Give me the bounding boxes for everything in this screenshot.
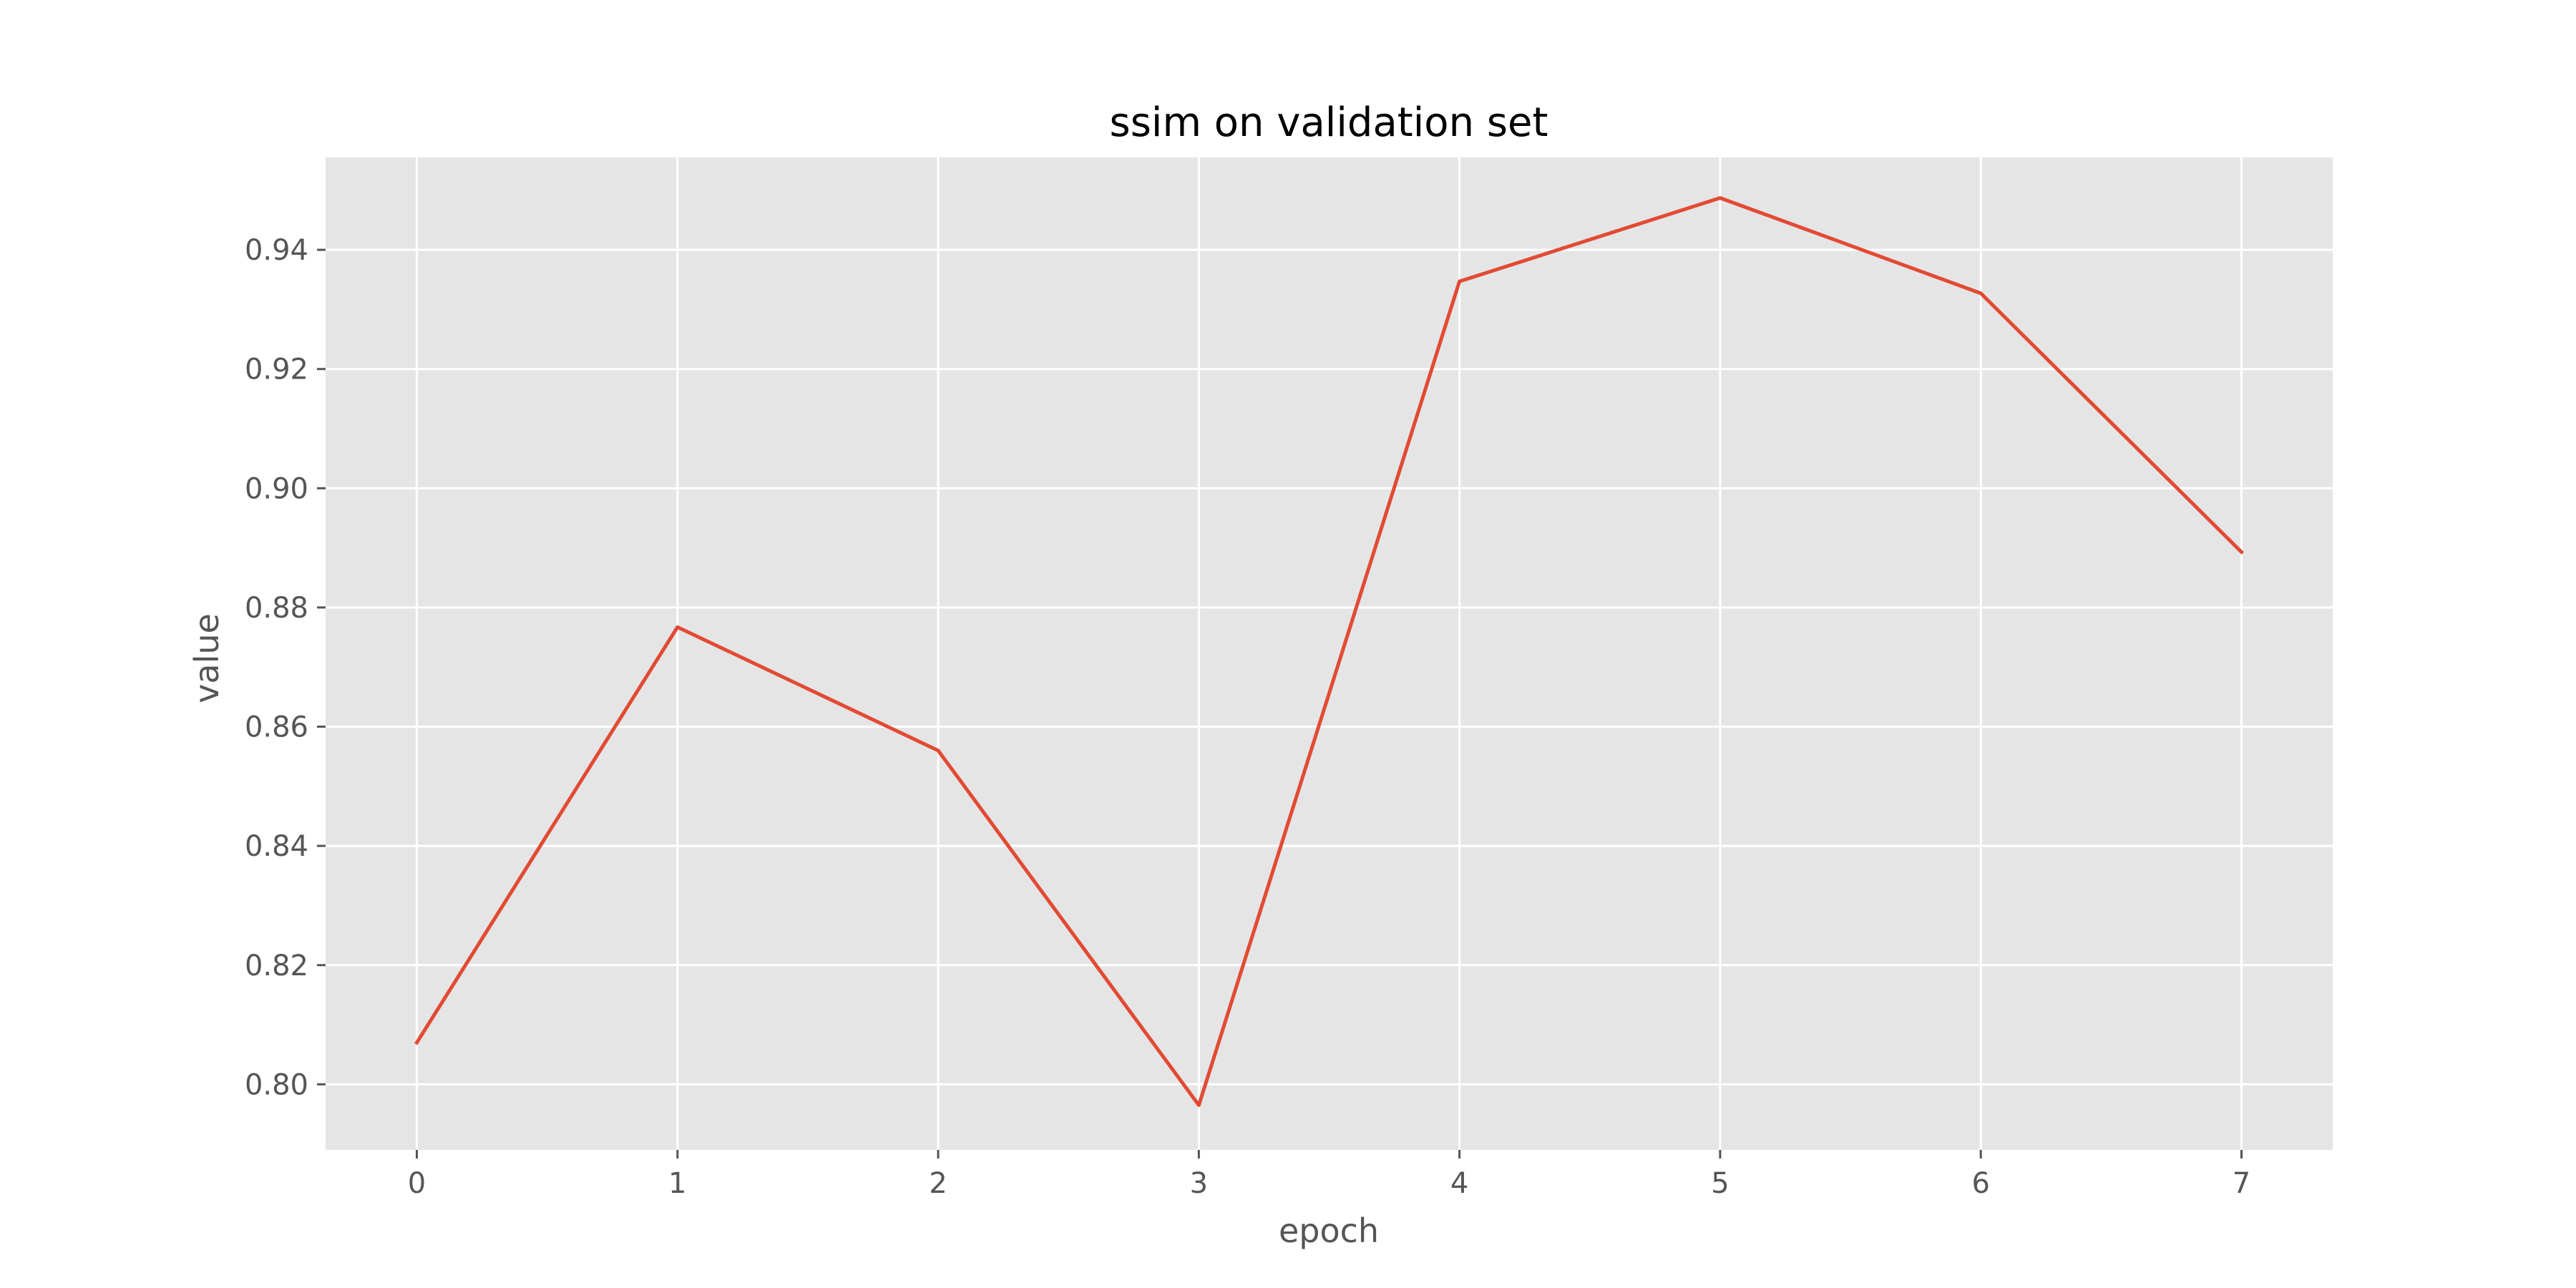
y-tick-label: 0.90 xyxy=(245,472,308,505)
y-tick-label: 0.82 xyxy=(245,950,308,982)
series-group xyxy=(414,196,2245,1107)
y-tick-label: 0.92 xyxy=(245,353,308,386)
x-tick-label: 2 xyxy=(929,1167,947,1200)
x-tick-label: 7 xyxy=(2233,1167,2250,1200)
y-axis-ticks: 0.80 0.82 0.84 0.86 0.88 0.90 0.92 0.94 xyxy=(245,234,326,1101)
y-tick-label: 0.86 xyxy=(245,711,308,744)
y-axis-label: value xyxy=(187,613,226,703)
y-gridlines xyxy=(326,248,2333,1085)
plot-area xyxy=(326,157,2333,1150)
y-tick-label: 0.88 xyxy=(245,592,308,625)
y-tick-label: 0.80 xyxy=(245,1068,308,1101)
chart-title: ssim on validation set xyxy=(1110,99,1548,146)
x-tick-label: 1 xyxy=(668,1167,686,1200)
x-tick-label: 6 xyxy=(1971,1167,1989,1200)
x-tick-label: 4 xyxy=(1450,1167,1468,1200)
x-gridlines xyxy=(416,157,2243,1150)
y-tick-label: 0.94 xyxy=(245,234,308,267)
x-axis-label: epoch xyxy=(1279,1211,1379,1250)
x-axis-ticks: 0 1 2 3 4 5 6 7 xyxy=(408,1150,2250,1200)
series-line xyxy=(414,196,2245,1107)
x-tick-label: 5 xyxy=(1711,1167,1729,1200)
x-tick-label: 0 xyxy=(408,1167,426,1200)
y-tick-label: 0.84 xyxy=(245,830,308,863)
x-tick-label: 3 xyxy=(1190,1167,1208,1200)
